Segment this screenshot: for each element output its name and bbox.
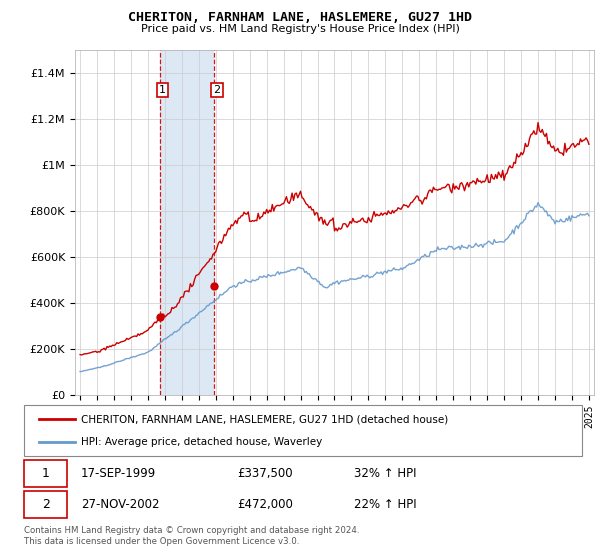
- Text: 32% ↑ HPI: 32% ↑ HPI: [354, 467, 416, 480]
- Text: CHERITON, FARNHAM LANE, HASLEMERE, GU27 1HD (detached house): CHERITON, FARNHAM LANE, HASLEMERE, GU27 …: [81, 414, 448, 424]
- Text: CHERITON, FARNHAM LANE, HASLEMERE, GU27 1HD: CHERITON, FARNHAM LANE, HASLEMERE, GU27 …: [128, 11, 472, 24]
- Text: 2: 2: [213, 85, 220, 95]
- Text: HPI: Average price, detached house, Waverley: HPI: Average price, detached house, Wave…: [81, 437, 322, 447]
- Text: £472,000: £472,000: [237, 498, 293, 511]
- Text: £337,500: £337,500: [237, 467, 293, 480]
- Bar: [160, 50, 214, 395]
- Text: 1: 1: [159, 85, 166, 95]
- Text: Price paid vs. HM Land Registry's House Price Index (HPI): Price paid vs. HM Land Registry's House …: [140, 24, 460, 34]
- Text: 27-NOV-2002: 27-NOV-2002: [81, 498, 160, 511]
- Text: 1: 1: [41, 467, 50, 480]
- Text: 17-SEP-1999: 17-SEP-1999: [81, 467, 156, 480]
- Text: 2: 2: [41, 498, 50, 511]
- Text: Contains HM Land Registry data © Crown copyright and database right 2024.
This d: Contains HM Land Registry data © Crown c…: [24, 526, 359, 546]
- Text: 22% ↑ HPI: 22% ↑ HPI: [354, 498, 416, 511]
